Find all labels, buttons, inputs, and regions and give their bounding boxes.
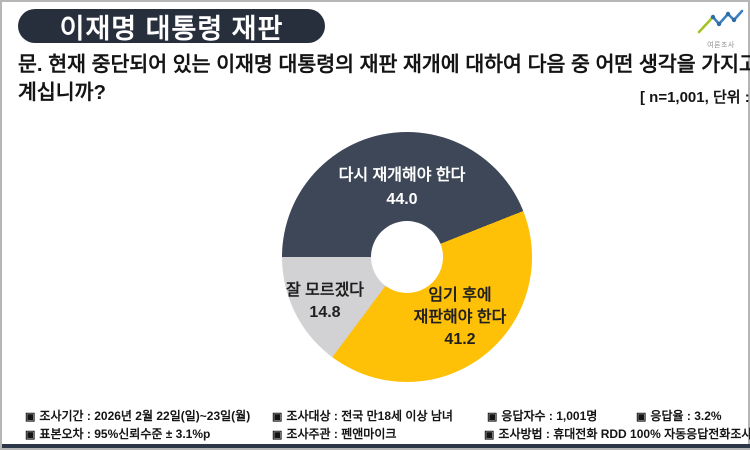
slice-label-text: 임기 후에 <box>428 287 492 304</box>
title-badge: 이재명 대통령 재판 <box>18 9 325 44</box>
slice-label-dont-know: 잘 모르겠다 14.8 <box>262 280 388 324</box>
square-bullet-icon: ▣ <box>272 411 283 423</box>
square-bullet-icon: ▣ <box>25 411 36 423</box>
slice-label-resume: 다시 재개해야 한다 44.0 <box>302 164 502 212</box>
footer-response-rate: ▣ 응답율 : 3.2% <box>636 407 722 424</box>
footer-text: 조사대상 : 전국 만18세 이상 남녀 <box>286 409 453 423</box>
footer-text: 조사주관 : 펜앤마이크 <box>286 427 397 441</box>
footer-text: 응답자수 : 1,001명 <box>501 409 598 423</box>
slice-label-after-term: 임기 후에 재판해야 한다 41.2 <box>394 285 526 351</box>
footer-survey-sponsor: ▣ 조사주관 : 펜앤마이크 <box>272 425 396 442</box>
bottom-divider-bar <box>2 444 750 448</box>
slice-label-text: 잘 모르겠다 <box>285 282 365 299</box>
footer-respondent-count: ▣ 응답자수 : 1,001명 <box>487 407 597 424</box>
slice-value: 14.8 <box>309 304 341 321</box>
square-bullet-icon: ▣ <box>487 411 498 423</box>
question-line-1: 문. 현재 중단되어 있는 이재명 대통령의 재판 재개에 대하여 다음 중 어… <box>18 53 750 76</box>
square-bullet-icon: ▣ <box>272 429 283 441</box>
footer-margin-of-error: ▣ 표본오차 : 95%신뢰수준 ± 3.1%p <box>25 425 210 442</box>
footer-survey-target: ▣ 조사대상 : 전국 만18세 이상 남녀 <box>272 407 453 424</box>
pollster-logo: 여론조사 <box>694 8 748 50</box>
sample-note: [ n=1,001, 단위 : %] <box>640 89 750 106</box>
question-text: 문. 현재 중단되어 있는 이재명 대통령의 재판 재개에 대하여 다음 중 어… <box>18 51 750 107</box>
line-chart-logo-icon <box>697 9 744 34</box>
slice-label-text: 다시 재개해야 한다 <box>338 167 466 184</box>
footer-survey-method: ▣ 조사방법 : 휴대전화 RDD 100% 자동응답전화조사 <box>484 425 750 442</box>
footer-text: 조사방법 : 휴대전화 RDD 100% 자동응답전화조사 <box>498 427 750 441</box>
donut-hole <box>371 221 443 293</box>
footer-text: 조사기간 : 2026년 2월 22일(일)~23일(월) <box>39 409 251 423</box>
square-bullet-icon: ▣ <box>25 429 36 441</box>
footer-text: 표본오차 : 95%신뢰수준 ± 3.1%p <box>39 427 211 441</box>
slice-label-text: 재판해야 한다 <box>413 309 507 326</box>
footer-survey-period: ▣ 조사기간 : 2026년 2월 22일(일)~23일(월) <box>25 407 250 424</box>
slice-value: 44.0 <box>386 191 418 208</box>
square-bullet-icon: ▣ <box>636 411 647 423</box>
square-bullet-icon: ▣ <box>484 429 495 441</box>
slice-value: 41.2 <box>444 331 476 348</box>
footer-text: 응답율 : 3.2% <box>650 409 722 423</box>
question-line-2: 계십니까? <box>18 81 106 104</box>
page-title: 이재명 대통령 재판 <box>59 13 284 44</box>
logo-caption: 여론조사 <box>707 42 735 49</box>
